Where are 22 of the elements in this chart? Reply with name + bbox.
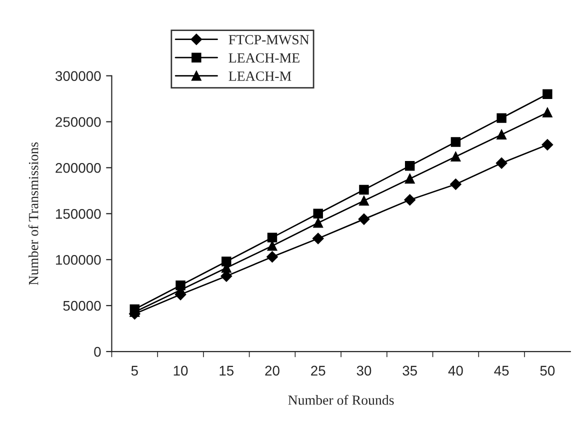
y-tick-label: 250000 xyxy=(56,117,101,127)
y-tick-label: 0 xyxy=(94,346,101,357)
x-tick-label: 50 xyxy=(540,366,555,376)
x-tick-label: 30 xyxy=(356,366,372,376)
x-tick-label: 35 xyxy=(402,366,417,376)
legend-label: FTCP-MWSN xyxy=(228,35,310,44)
legend-label: LEACH-M xyxy=(228,71,292,81)
x-tick-label: 15 xyxy=(220,366,234,376)
y-tick-label: 200000 xyxy=(56,163,101,173)
x-tick-label: 10 xyxy=(174,366,188,376)
y-tick-label: 300000 xyxy=(55,71,101,81)
x-axis-title: Number of Rounds xyxy=(288,394,394,405)
y-tick-label: 150000 xyxy=(56,208,101,219)
legend-label: LEACH-ME xyxy=(228,53,300,63)
x-tick-label: 45 xyxy=(494,366,509,376)
x-tick-label: 20 xyxy=(265,366,280,376)
x-tick-label: 40 xyxy=(448,366,463,376)
x-tick-label: 5 xyxy=(131,366,138,376)
y-axis-title: Number of Transmissions xyxy=(28,142,38,286)
y-tick-label: 50000 xyxy=(63,300,101,311)
x-tick-label: 25 xyxy=(311,366,326,376)
y-tick-label: 100000 xyxy=(56,254,101,265)
